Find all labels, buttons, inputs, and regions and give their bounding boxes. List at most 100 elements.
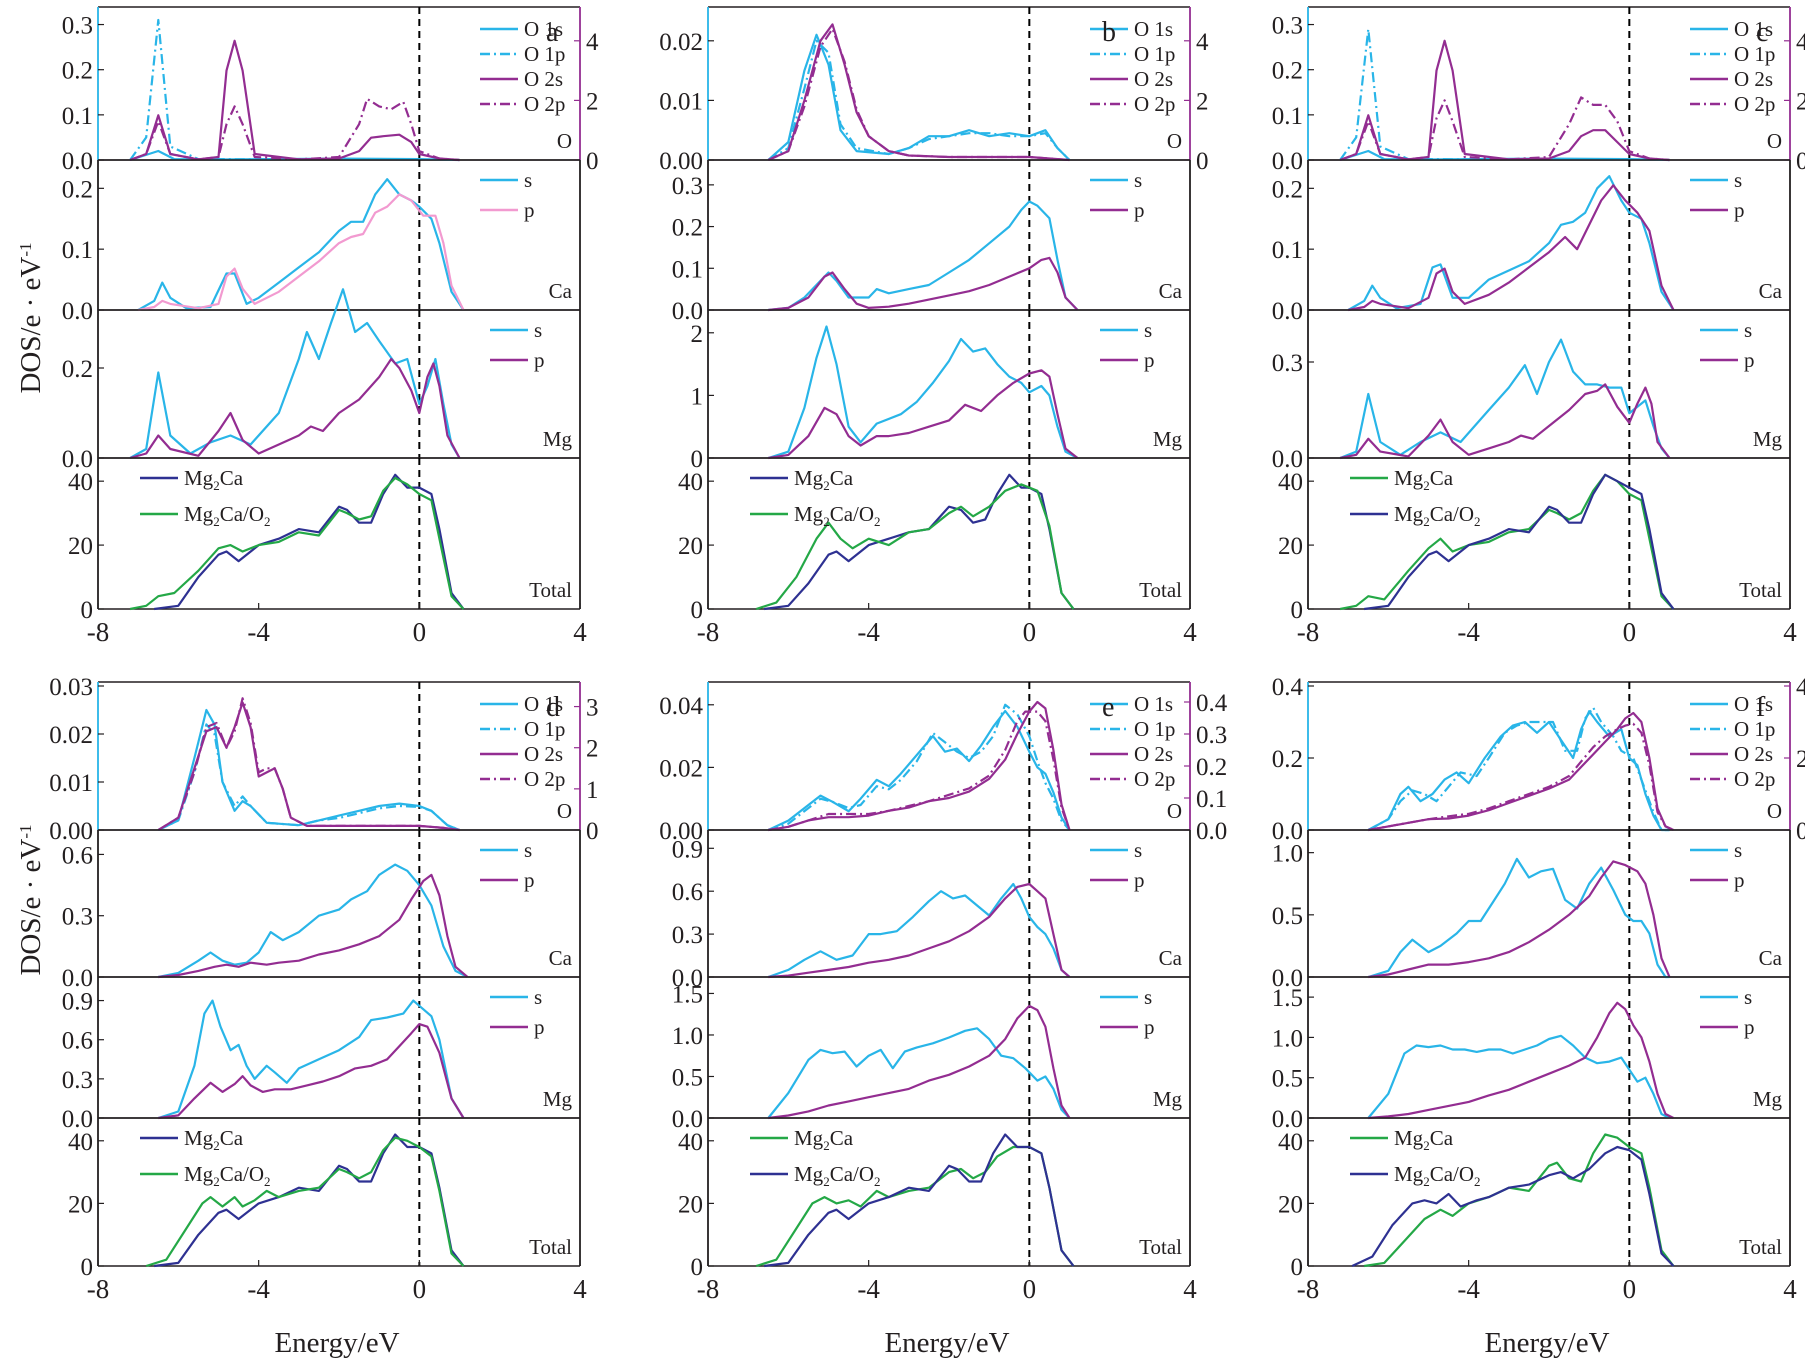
y-tick-label: 20 <box>68 533 93 560</box>
legend-label: Mg2Ca <box>1394 466 1454 493</box>
series-line-s <box>1367 1034 1670 1119</box>
y-tick-label: 0.0 <box>62 965 93 992</box>
series-line-p <box>768 256 1079 312</box>
y-tick-label: 0.5 <box>672 1064 703 1091</box>
y-tick-label: 1 <box>691 383 704 410</box>
legend-label: Mg2Ca <box>794 1126 854 1153</box>
y-tick-label: 40 <box>1278 469 1303 496</box>
series-line-mg2ca-o2 <box>145 1136 465 1268</box>
right-y-tick-label: 4 <box>1796 29 1805 56</box>
subplot-mg: 0.0 0.3 sp Mg <box>1272 309 1791 473</box>
y-tick-label: 0.0 <box>1272 1106 1303 1133</box>
y-tick-label: 0.0 <box>1272 818 1303 845</box>
right-y-tick-label: 0 <box>1796 818 1805 845</box>
right-y-tick-label: 0.3 <box>1196 722 1227 749</box>
series-line-s <box>157 999 465 1120</box>
y-tick-label: 0 <box>1291 1254 1304 1281</box>
legend-label: O 1s <box>524 17 563 41</box>
y-tick-label: 0.3 <box>62 13 93 40</box>
series-line-p <box>1368 860 1671 979</box>
x-tick-label: 0 <box>1023 617 1037 647</box>
y-tick-label: 0.3 <box>1272 13 1303 40</box>
y-tick-label: 0.5 <box>1272 1066 1303 1093</box>
y-tick-label: 0.6 <box>62 842 93 869</box>
series-line-mg2ca <box>154 473 465 611</box>
y-tick-label: 0.00 <box>659 818 703 845</box>
legend-label: O 2s <box>1134 67 1173 91</box>
subplot-label: Ca <box>1759 946 1783 970</box>
legend-label: p <box>1744 1015 1755 1039</box>
y-tick-label: 0.04 <box>659 693 703 720</box>
x-tick-label: -4 <box>247 617 270 647</box>
right-y-tick-label: 0.2 <box>1196 754 1227 781</box>
y-tick-label: 0 <box>81 1254 94 1281</box>
series-line-mg2ca <box>154 1133 465 1268</box>
legend-label: O 2s <box>524 742 563 766</box>
series-line-o-2p <box>1368 722 1674 832</box>
y-tick-label: 0.0 <box>672 1106 703 1133</box>
subplot-mg: 0 1 2 sp Mg <box>691 309 1191 473</box>
legend-label: O 2p <box>1134 92 1175 116</box>
legend-label: p <box>1134 868 1145 892</box>
x-tick-label: 0 <box>413 617 427 647</box>
right-y-tick-label: 2 <box>1796 746 1805 773</box>
legend-label: p <box>1744 348 1755 372</box>
series-line-s <box>137 178 465 311</box>
legend-label: s <box>1734 838 1742 862</box>
series-line-s <box>767 1027 1071 1119</box>
right-y-tick-label: 3 <box>586 695 599 722</box>
subplot-mg: 0.0 0.3 0.6 0.9 sp Mg <box>62 976 581 1133</box>
series-line-mg2ca-o2 <box>764 1133 1075 1268</box>
series-line-p <box>768 882 1071 979</box>
x-tick-label: -8 <box>87 617 110 647</box>
panel-letter: d <box>546 692 560 723</box>
series-line-o-2p <box>157 697 460 832</box>
x-tick-label: 4 <box>1183 617 1197 647</box>
y-tick-label: 0.0 <box>1272 298 1303 325</box>
legend-label: O 1s <box>1734 17 1773 41</box>
right-y-tick-label: 2 <box>586 88 599 115</box>
subplot-label: O <box>1167 799 1182 823</box>
legend-label: O 2p <box>1734 767 1775 791</box>
y-tick-label: 0.0 <box>1272 446 1303 473</box>
x-axis-label-middle: Energy/eV <box>884 1327 1009 1359</box>
x-tick-label: -8 <box>1297 1274 1320 1304</box>
y-tick-label: 0.0 <box>62 298 93 325</box>
y-tick-label: 0.0 <box>62 1106 93 1133</box>
subplot-label: Total <box>529 1235 572 1259</box>
legend-label: Mg2Ca <box>184 466 244 493</box>
subplot-mg: 0.0 0.5 1.0 1.5 sp Mg <box>672 976 1191 1133</box>
y-tick-label: 0.2 <box>1272 58 1303 85</box>
y-tick-label: 0.02 <box>49 722 93 749</box>
right-y-tick-label: 4 <box>586 29 599 56</box>
legend-label: s <box>1144 318 1152 342</box>
x-tick-label: -8 <box>1297 617 1320 647</box>
legend-label: O 1s <box>1734 692 1773 716</box>
subplot-ca: 0.0 0.5 1.0 sp Ca <box>1272 829 1791 992</box>
right-y-tick-label: 0 <box>1796 148 1805 175</box>
y-tick-label: 40 <box>68 1129 93 1156</box>
legend-label: s <box>1144 985 1152 1009</box>
series-line-s <box>1367 857 1670 979</box>
legend-label: O 2s <box>1134 742 1173 766</box>
right-y-tick-label: 0 <box>586 148 599 175</box>
y-tick-label: 0.2 <box>62 356 93 383</box>
y-tick-label: 0.0 <box>1272 965 1303 992</box>
series-line-o-2s <box>129 39 460 162</box>
y-tick-label: 2 <box>691 321 704 348</box>
series-line-o-2p <box>768 710 1071 832</box>
y-tick-label: 20 <box>1278 1191 1303 1218</box>
x-tick-label: 0 <box>413 1274 427 1304</box>
series-line-p <box>137 193 465 312</box>
subplot-ca: 0.0 0.1 0.2 0.3 sp Ca <box>672 159 1191 325</box>
y-tick-label: 0.9 <box>62 989 93 1016</box>
y-tick-label: 0 <box>691 597 704 624</box>
y-tick-label: 20 <box>1278 533 1303 560</box>
subplot-label: Ca <box>549 279 573 303</box>
series-line-s <box>129 288 461 459</box>
legend-label: O 2s <box>524 67 563 91</box>
series-line-mg2ca-o2 <box>129 476 465 611</box>
x-tick-label: -4 <box>857 617 880 647</box>
series-line-o-1p <box>767 39 1071 161</box>
